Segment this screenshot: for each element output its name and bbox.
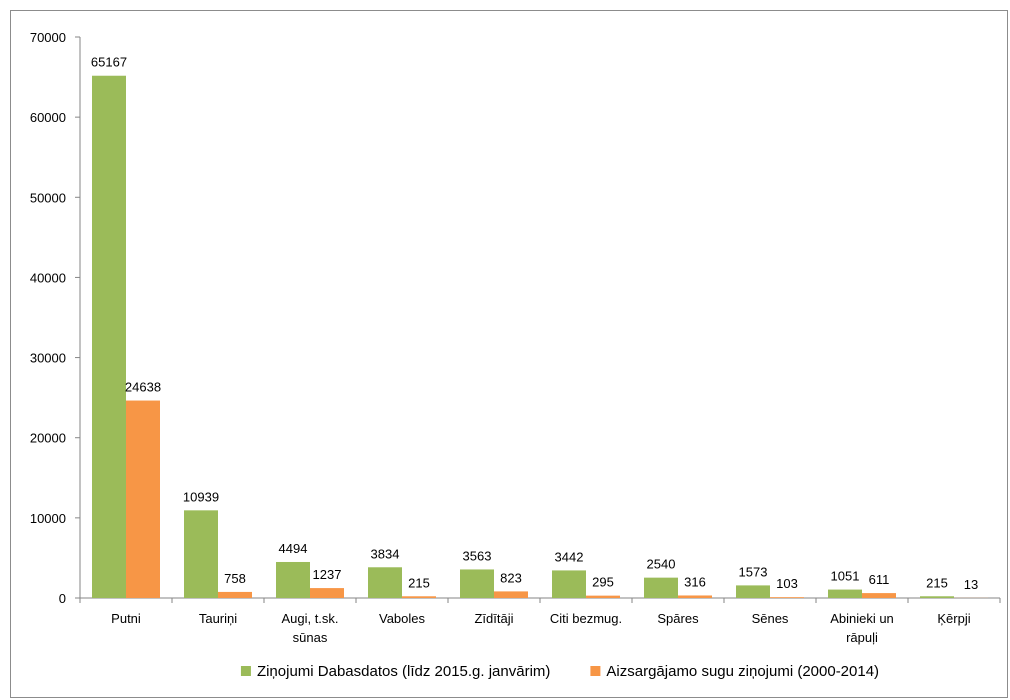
y-tick-label: 10000 [30,511,66,526]
x-category-label: Vaboles [379,611,426,626]
data-label: 316 [684,574,706,589]
y-axis: 0 10000 20000 30000 40000 50000 60000 70000 [30,30,81,606]
x-axis: Putni Tauriņi Augi, t.sk. sūnas Vaboles Zīdīt… [79,597,1001,645]
x-category-label: Augi, t.sk. sūnas [281,611,338,645]
data-label: 1573 [739,564,768,579]
bar-aizsargajamo [494,591,528,598]
y-tick-label: 20000 [30,431,66,446]
data-label: 103 [776,576,798,591]
x-category-label: Putni [111,611,141,626]
y-tick-label: 50000 [30,190,66,205]
x-category-label: Ķērpji [937,611,970,626]
bar-dabasdatos [368,567,402,598]
bar-dabasdatos [460,569,494,598]
legend-swatch [240,666,251,676]
data-label: 13 [964,577,978,592]
x-category-label: Tauriņi [199,611,237,626]
bar-aizsargajamo [770,597,804,598]
bar-aizsargajamo [218,591,252,598]
y-tick-label: 0 [59,591,66,606]
bar-aizsargajamo [862,593,896,598]
bar-dabasdatos [644,577,678,598]
y-tick-label: 30000 [30,351,66,366]
y-tick-label: 40000 [30,270,66,285]
bar-aizsargajamo [678,595,712,598]
x-category-label: Sēnes [752,611,789,626]
data-label: 65167 [91,55,127,70]
x-category-label: Zīdītāji [474,611,513,626]
x-category-label: Abinieki un rāpuļi [830,611,894,645]
data-label: 3563 [463,548,492,563]
data-label: 3834 [371,546,400,561]
bar-aizsargajamo [586,595,620,598]
bar-dabasdatos [92,75,126,599]
bar-aizsargajamo [402,596,436,598]
legend-label: Aizsargājamo sugu ziņojumi (2000-2014) [606,663,879,680]
legend-label: Ziņojumi Dabasdatos (līdz 2015.g. janvār… [257,663,550,680]
chart-frame [10,10,1008,698]
legend-swatch [590,666,601,676]
x-category-label: Citi bezmug. [550,611,622,626]
bar-dabasdatos [276,561,310,598]
data-label: 10939 [183,489,219,504]
data-labels: 65167 24638 10939 758 4494 1237 3834 215 3563 823… [91,55,978,592]
data-label: 215 [408,575,430,590]
data-label: 2540 [647,557,676,572]
data-label: 4494 [279,541,308,556]
bar-dabasdatos [828,589,862,598]
bar-dabasdatos [920,596,954,598]
y-tick-label: 60000 [30,110,66,125]
bar-dabasdatos [184,510,218,598]
data-label: 611 [869,572,890,587]
data-label: 1051 [831,569,860,584]
x-category-label: Spāres [657,611,699,626]
y-tick-label: 70000 [30,30,66,45]
bar-dabasdatos [552,570,586,598]
data-label: 295 [592,575,614,590]
data-label: 823 [500,570,522,585]
data-label: 215 [926,575,948,590]
bars [92,75,988,599]
data-label: 758 [224,571,246,586]
legend: Ziņojumi Dabasdatos (līdz 2015.g. janvār… [240,663,879,680]
data-label: 24638 [125,380,161,395]
bar-aizsargajamo [310,588,344,598]
data-label: 3442 [555,549,584,564]
bar-dabasdatos [736,585,770,598]
data-label: 1237 [313,567,342,582]
bar-aizsargajamo [126,400,160,598]
